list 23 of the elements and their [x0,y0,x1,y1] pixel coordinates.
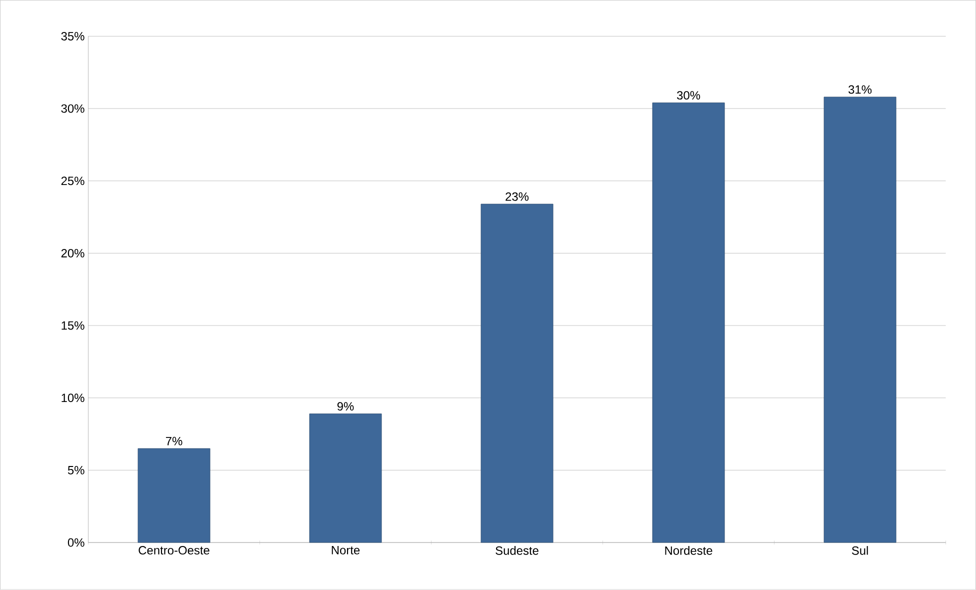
y-tick-label: 25% [61,176,84,186]
y-tick-label: 20% [61,249,84,258]
x-tick-label: Norte [332,546,360,555]
data-label: 9% [337,402,354,411]
y-tick-label: 5% [68,466,84,475]
data-label: 30% [677,91,700,100]
y-tick-label: 35% [61,32,84,41]
bar [138,448,210,543]
bar [652,102,725,543]
x-tick-label: Nordeste [665,546,712,555]
bar [824,96,896,543]
y-tick-label: 30% [61,104,84,113]
x-tick-label: Centro-Oeste [138,546,210,555]
bar [309,414,382,543]
data-label: 23% [506,192,529,201]
y-tick-label: 10% [62,394,84,402]
bar [480,204,554,543]
x-tick-label: Sudeste [496,546,538,555]
data-label: 7% [166,437,182,446]
y-tick-label: 0% [68,538,84,547]
x-tick-label: Sul [852,546,868,555]
data-label: 31% [848,85,872,94]
y-tick-label: 15% [62,321,84,330]
